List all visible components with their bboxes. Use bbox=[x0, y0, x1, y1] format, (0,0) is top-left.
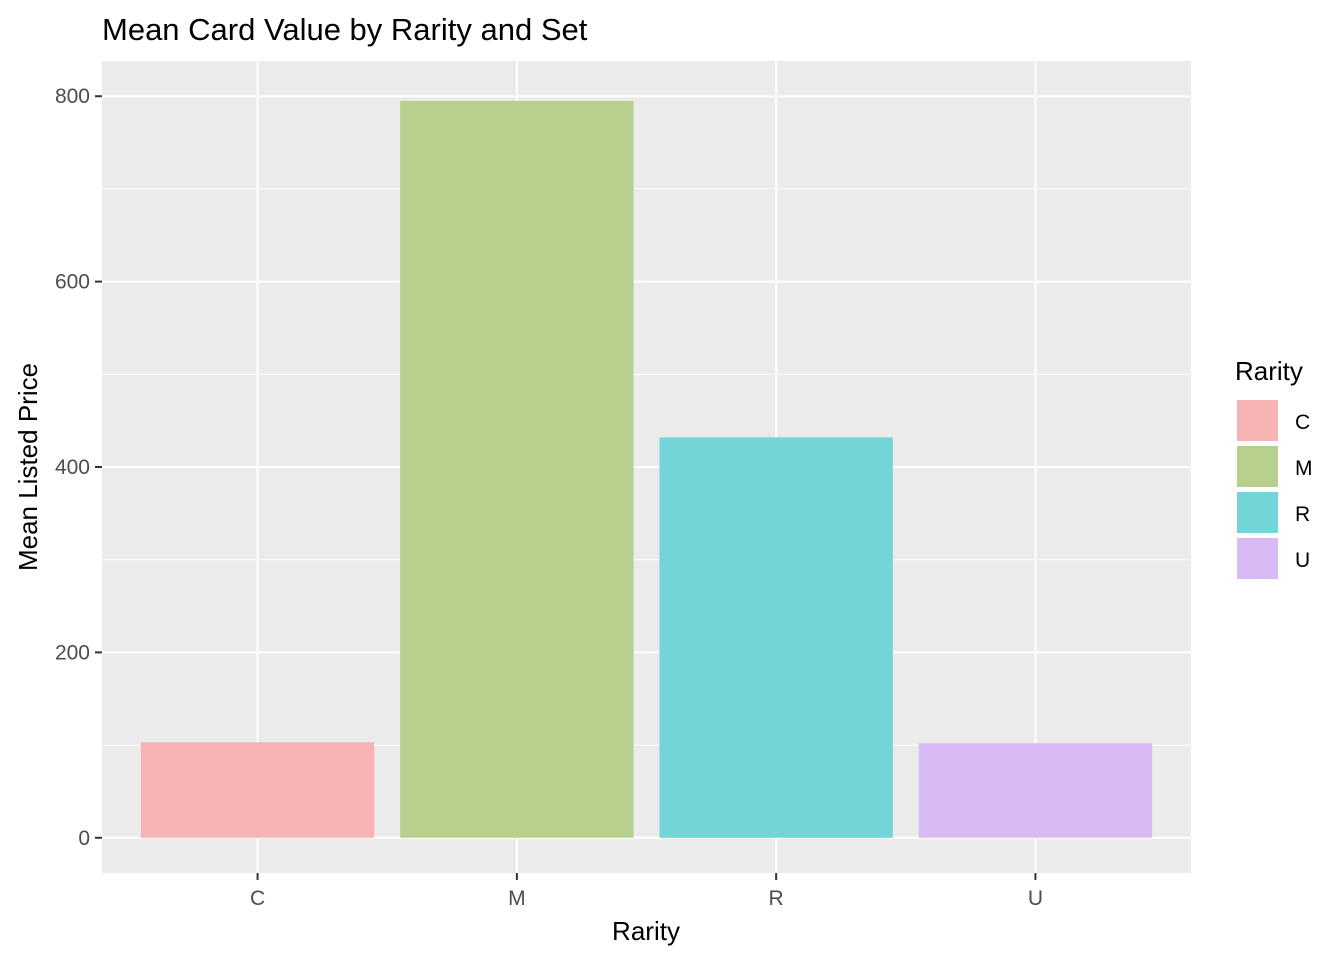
chart-title: Mean Card Value by Rarity and Set bbox=[102, 12, 588, 47]
bars bbox=[140, 100, 1153, 838]
legend-title: Rarity bbox=[1235, 356, 1303, 386]
legend-key-u bbox=[1237, 538, 1278, 579]
y-axis-title: Mean Listed Price bbox=[13, 363, 43, 571]
y-axis: 0 200 400 600 800 bbox=[55, 85, 102, 850]
legend-label: C bbox=[1295, 411, 1310, 434]
y-tick-label: 800 bbox=[55, 85, 90, 108]
x-tick-label: R bbox=[769, 887, 784, 910]
bar-c bbox=[140, 742, 375, 838]
bar-m bbox=[400, 100, 634, 838]
legend-label: U bbox=[1295, 549, 1310, 572]
y-tick-label: 0 bbox=[78, 827, 90, 850]
legend-label: R bbox=[1295, 503, 1310, 526]
y-tick-label: 200 bbox=[55, 641, 90, 664]
bar-u bbox=[918, 743, 1153, 838]
x-tick-label: M bbox=[508, 887, 526, 910]
legend-key-m bbox=[1237, 446, 1278, 487]
x-tick-label: U bbox=[1028, 887, 1043, 910]
y-tick-label: 400 bbox=[55, 456, 90, 479]
legend-key-c bbox=[1237, 400, 1278, 441]
x-tick-label: C bbox=[250, 887, 265, 910]
bar-r bbox=[659, 437, 893, 838]
legend-label: M bbox=[1295, 457, 1313, 480]
y-tick-label: 600 bbox=[55, 271, 90, 294]
x-axis-title: Rarity bbox=[612, 916, 680, 946]
legend-key-r bbox=[1237, 492, 1278, 533]
